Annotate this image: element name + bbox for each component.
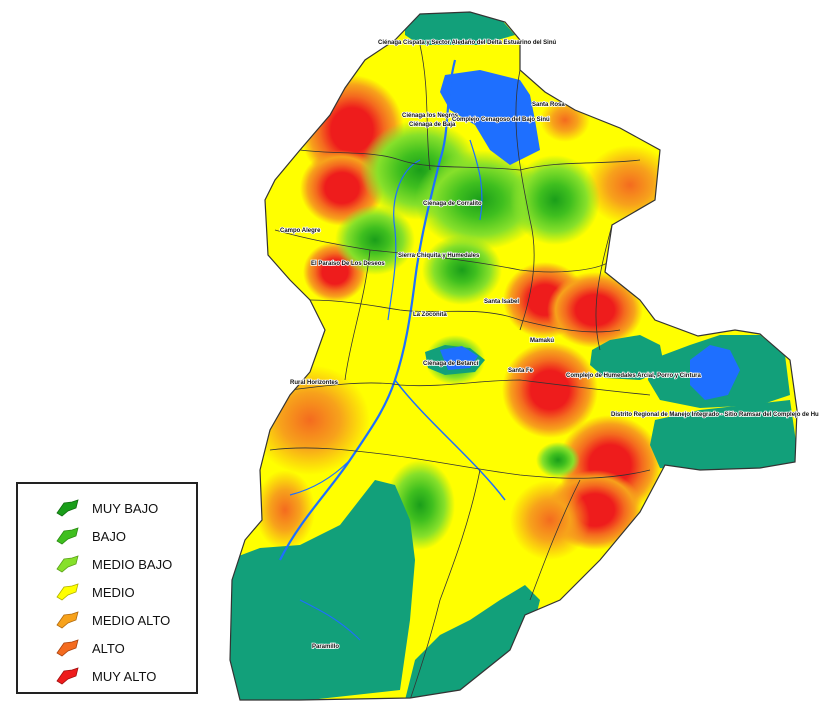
place-label: Santa Isabel [484,299,519,305]
lowzone-center [415,150,545,250]
protected-area-north [405,12,515,45]
hotspot-santa-fe [502,342,598,438]
place-label: Paramillo [312,644,339,650]
legend-label: MEDIO BAJO [92,556,173,572]
legend-label: ALTO [92,640,125,656]
protected-area-paramillo [230,480,415,700]
place-labels: Ciénaga Cispata y Sector Aledaño del Del… [279,39,820,651]
legend-item-bajo: BAJO [54,524,126,548]
place-label: Ciénaga de Corralito [423,201,482,207]
place-label: Mamakú [530,338,554,344]
river-tributary-3 [469,139,483,221]
river-tributary-1 [394,379,506,501]
legend-item-medio-bajo: MEDIO BAJO [54,552,172,576]
protected-area-arcial [590,335,665,380]
legend-item-muy-alto: MUY ALTO [54,664,156,688]
protected-area-bajo-sinu [440,70,540,165]
place-label: Complejo de Humedales Arcial, Porro y Ci… [566,373,701,379]
legend: MUY BAJO BAJO MEDIO BAJO MEDIO MEDIO ALT… [16,482,198,694]
place-label: Ciénaga Cispata y Sector Aledaño del Del… [378,40,556,46]
river-tributary-4 [289,459,351,496]
legend-item-medio: MEDIO [54,580,135,604]
legend-item-medio-alto: MEDIO ALTO [54,608,170,632]
river-sinu [279,59,457,561]
hotspot-east [547,272,643,348]
place-label: Rural Horizontes [290,380,339,386]
legend-label: MUY ALTO [92,668,157,684]
water-betanci [440,346,478,370]
legend-swatch [56,583,79,601]
legend-swatch [56,639,79,657]
place-label: Santa Fe [508,368,534,374]
river-tributary-2 [387,159,421,321]
lowzone-southeast [536,442,580,478]
place-label: La Zoconita [413,312,447,318]
protected-area-northeast [650,400,797,475]
legend-item-muy-bajo: MUY BAJO [54,496,158,520]
water-east-lobe [690,345,740,400]
place-label: Campo Alegre [280,228,321,234]
legend-label: BAJO [92,528,126,544]
legend-label: MUY BAJO [92,500,159,516]
legend-swatch [56,499,79,517]
lowzone-east [510,155,600,245]
place-label: Complejo Cenagoso del Bajo Sinú [452,117,550,123]
legend-label: MEDIO [92,584,135,600]
place-label: El Paraíso De Los Deseos [311,261,385,267]
warm-zone-4 [255,470,315,550]
legend-swatch [56,555,79,573]
place-label: Distrito Regional de Manejo Integrado - … [611,412,819,418]
legend-item-alto: ALTO [54,636,125,660]
legend-swatch [56,611,79,629]
place-label: Ciénaga de Betancí [423,361,479,367]
lowzone-humedales [422,235,502,305]
place-label: Sierra Chiquita y Humedales [398,253,480,259]
legend-label: MEDIO ALTO [92,612,171,628]
place-label: Ciénaga los Negros [402,113,459,119]
legend-swatch [56,527,79,545]
place-label: Ciénaga de Baja [409,122,456,128]
warm-zone-2 [585,145,675,225]
department-map [230,12,797,700]
municipal-borders [269,44,651,700]
river-tributary-5 [299,599,361,641]
place-label: Santa Rosa [532,102,565,108]
legend-swatch [56,667,79,685]
protected-area-south [405,585,540,700]
